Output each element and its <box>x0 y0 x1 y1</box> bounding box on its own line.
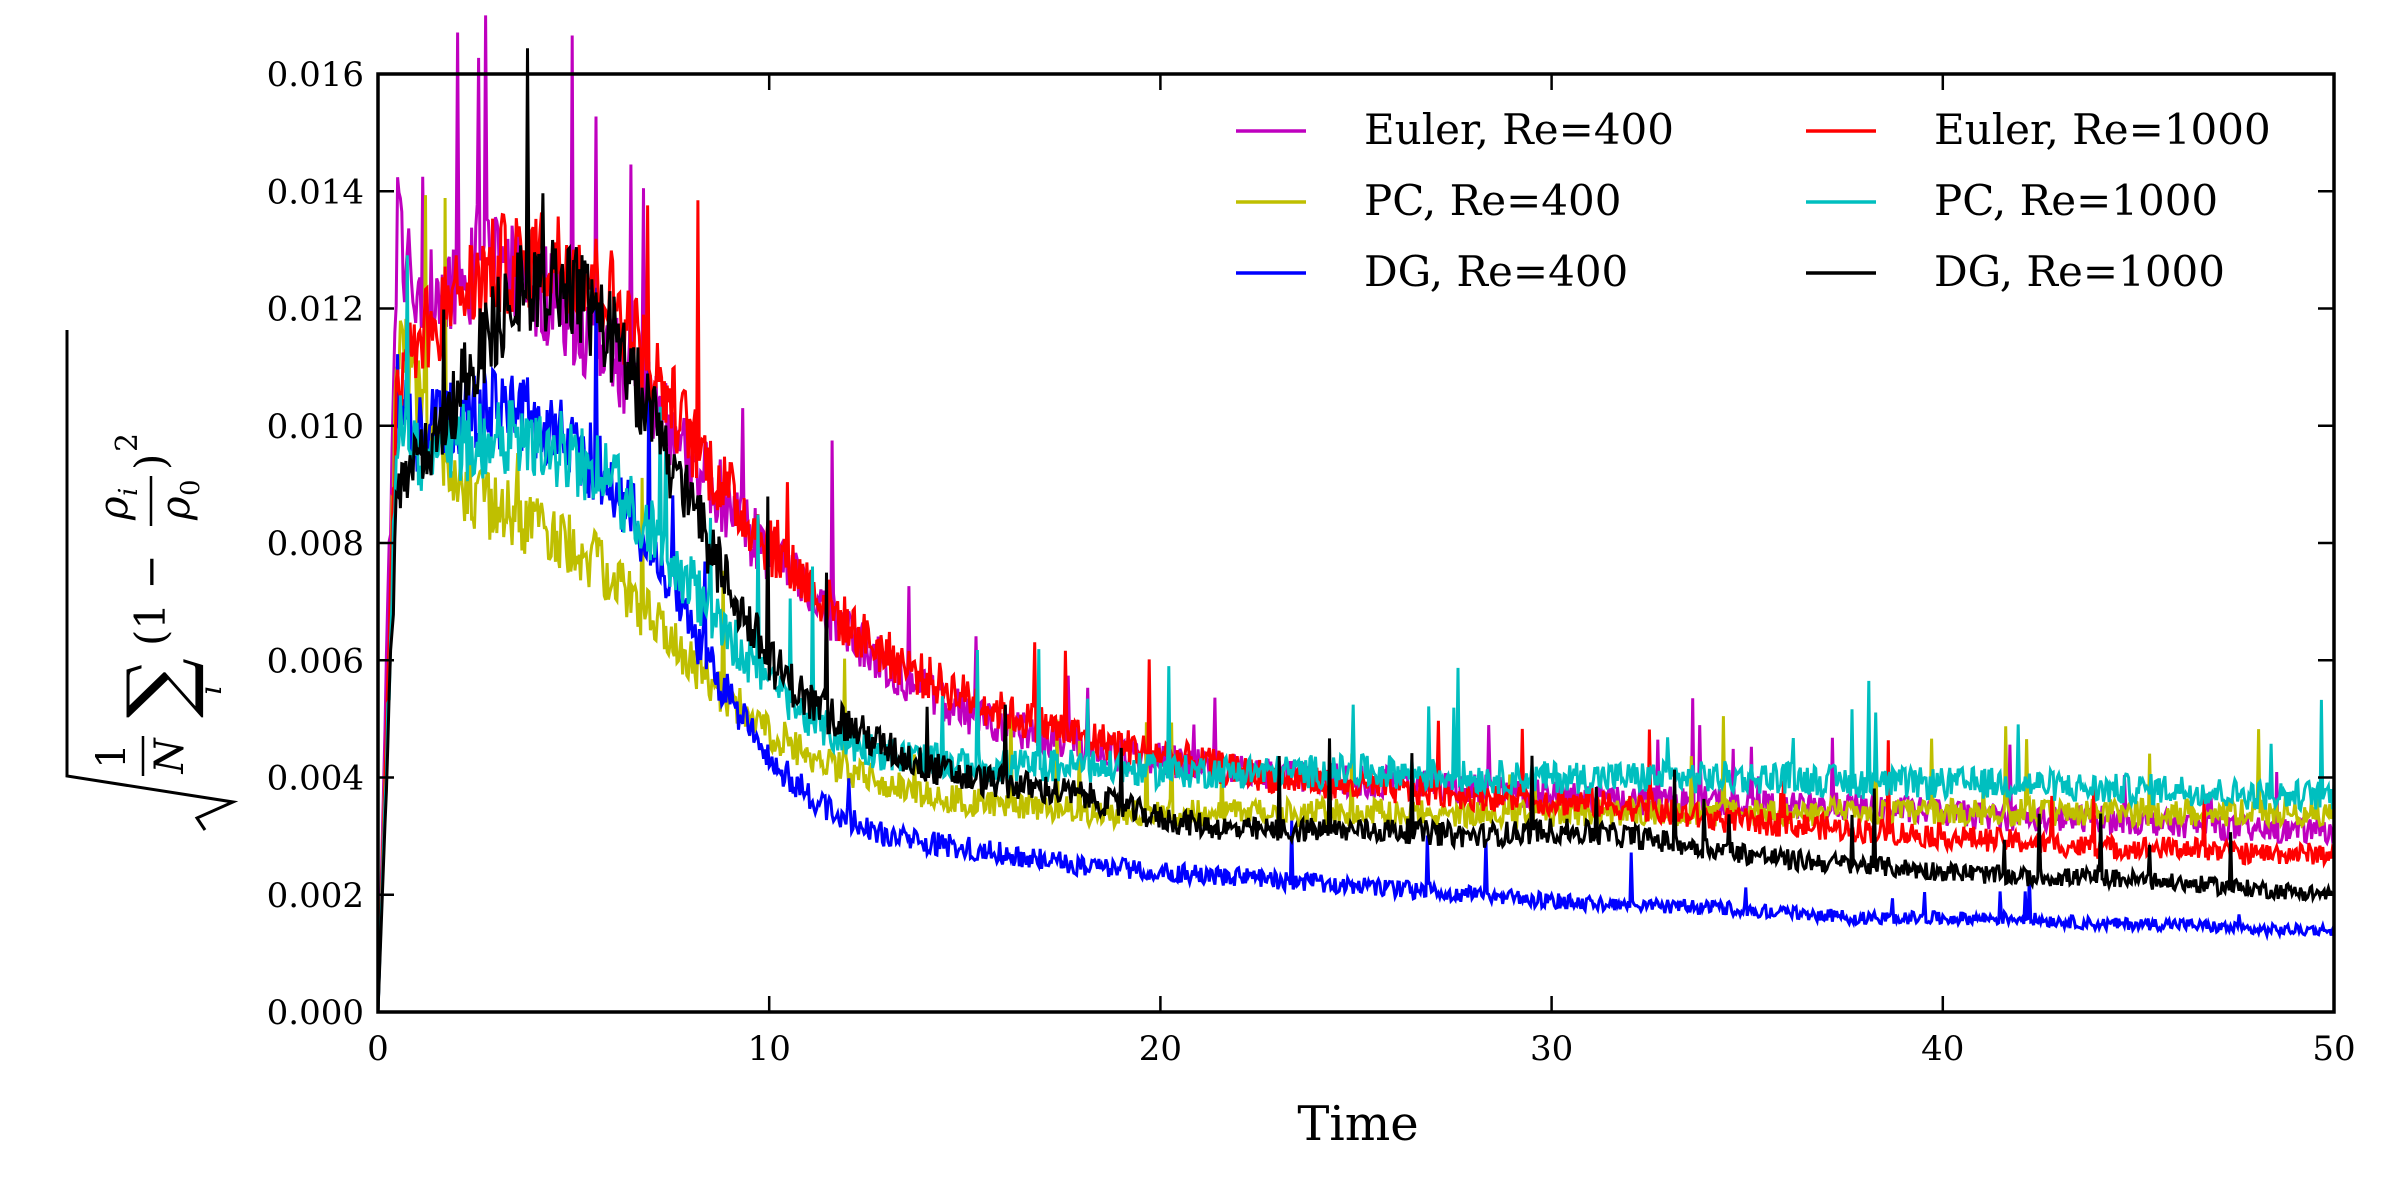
tick-layer: 0 10 20 30 40 50 0.000 0.002 0.004 0.006 0.008 0.01… <box>267 55 2356 1069</box>
legend-label: PC, Re=1000 <box>1934 176 2218 225</box>
x-tick-label: 50 <box>2312 1029 2355 1069</box>
y-tick-label: 0.002 <box>267 876 364 916</box>
y-frac1-denominator: N <box>147 737 193 775</box>
y-tick-label: 0.008 <box>267 524 364 564</box>
legend-label: DG, Re=400 <box>1364 247 1628 296</box>
series-line-1 <box>376 195 2336 1013</box>
x-axis-title: Time <box>1297 1096 1418 1152</box>
y-tick-label: 0.016 <box>267 55 364 95</box>
y-rho-0-sub: 0 <box>176 479 206 496</box>
sqrt-sign <box>65 330 239 831</box>
x-tick-label: 20 <box>1139 1029 1182 1069</box>
y-sum-subscript: i <box>194 685 229 695</box>
x-tick-label: 10 <box>748 1029 791 1069</box>
y-paren-close: ) <box>126 454 175 470</box>
y-frac1-numerator: 1 <box>89 743 135 768</box>
y-tick-label: 0.014 <box>267 172 364 212</box>
legend-label: Euler, Re=400 <box>1364 105 1674 154</box>
y-rho-i-sub: i <box>114 488 144 496</box>
series-line-3 <box>376 200 2336 1013</box>
x-tick-label: 40 <box>1921 1029 1964 1069</box>
y-tick-label: 0.006 <box>267 641 364 681</box>
legend-label: PC, Re=400 <box>1364 176 1621 225</box>
legend-label: DG, Re=1000 <box>1934 247 2225 296</box>
y-tick-label: 0.010 <box>267 407 364 447</box>
series-line-4 <box>376 255 2336 1013</box>
y-rho-i: ρ <box>91 496 137 521</box>
series-layer <box>376 15 2336 1013</box>
y-axis-title: 1 N ∑ i (1 − ρ i ρ 0 ) 2 <box>65 330 239 831</box>
y-sum-symbol: ∑ <box>109 658 207 718</box>
y-tick-label: 0.000 <box>267 993 364 1033</box>
y-paren-open: (1 − <box>126 554 175 646</box>
x-tick-label: 0 <box>367 1029 389 1069</box>
y-power: 2 <box>110 433 145 452</box>
y-tick-label: 0.012 <box>267 290 364 330</box>
legend-label: Euler, Re=1000 <box>1934 105 2271 154</box>
x-tick-label: 30 <box>1530 1029 1573 1069</box>
series-line-5 <box>376 48 2335 1013</box>
y-tick-label: 0.004 <box>267 759 364 799</box>
y-rho-0: ρ <box>153 496 199 521</box>
legend: Euler, Re=400 PC, Re=400 DG, Re=400 Euler, … <box>1236 105 2271 296</box>
